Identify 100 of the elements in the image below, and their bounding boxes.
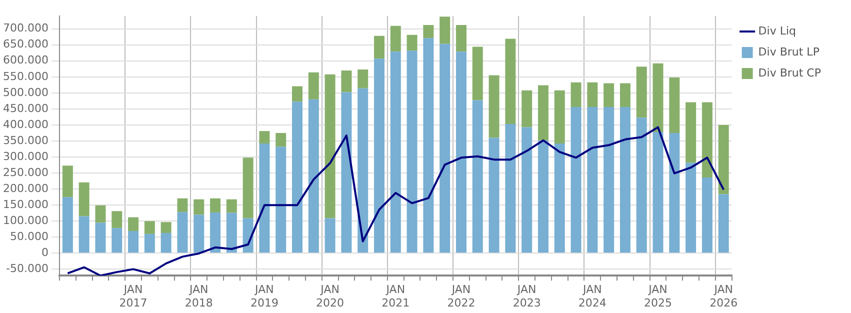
bar	[570, 107, 582, 253]
bar	[374, 36, 384, 59]
bar	[177, 198, 188, 212]
bar	[505, 124, 516, 253]
y-tick-label: 100.000	[2, 214, 48, 227]
bar	[472, 100, 483, 253]
bar	[406, 34, 418, 51]
x-tick-label: JAN 2018	[184, 283, 213, 310]
bar	[538, 140, 548, 253]
bar	[78, 182, 90, 216]
bar	[702, 178, 712, 253]
y-tick-label: 200.000	[2, 182, 48, 195]
bar	[570, 82, 582, 108]
bar	[210, 198, 221, 212]
bar	[522, 90, 532, 128]
bar	[522, 127, 532, 253]
bar	[226, 199, 237, 213]
bar	[554, 90, 565, 144]
y-tick-label: 550.000	[2, 70, 48, 83]
bar	[652, 63, 664, 132]
y-tick-label: 650.000	[2, 38, 48, 51]
y-tick-label: -50.000	[6, 262, 48, 276]
bar	[112, 228, 122, 253]
bar	[587, 107, 598, 253]
bar	[128, 231, 139, 253]
bar	[406, 50, 418, 253]
bar	[669, 78, 680, 133]
bar	[620, 107, 630, 253]
y-tick-label: 400.000	[2, 118, 48, 131]
bar	[423, 24, 434, 38]
bar	[636, 66, 647, 118]
bar	[128, 217, 139, 232]
bar	[636, 118, 647, 253]
bar	[488, 75, 500, 138]
bar	[292, 86, 303, 102]
x-tick-label: JAN 2026	[710, 283, 738, 310]
bar	[587, 82, 598, 108]
bar	[620, 83, 630, 108]
x-tick-label: JAN 2019	[250, 283, 278, 310]
x-tick-label: JAN 2023	[512, 283, 541, 310]
bar	[456, 52, 466, 253]
bar	[669, 132, 680, 253]
bar	[423, 38, 434, 253]
bar	[604, 107, 614, 253]
bar	[95, 205, 106, 223]
y-tick-label: 350.000	[2, 134, 48, 147]
bar	[456, 24, 466, 52]
bar	[604, 83, 614, 108]
bar	[308, 99, 319, 253]
bar	[226, 212, 237, 253]
bar	[472, 46, 483, 100]
bar	[144, 221, 155, 234]
bar	[259, 144, 270, 253]
x-tick-label: JAN 2020	[316, 283, 344, 310]
bar	[440, 16, 450, 44]
bar	[276, 132, 286, 147]
bar	[276, 146, 286, 253]
x-tick-label: JAN 2024	[578, 283, 606, 310]
bar	[488, 138, 500, 253]
y-tick-label: 600.000	[2, 54, 48, 67]
bar	[358, 70, 368, 88]
bar	[160, 222, 172, 233]
bar	[78, 216, 90, 253]
x-tick-label: JAN 2025	[644, 283, 672, 310]
x-tick-label: JAN 2021	[382, 283, 410, 310]
y-tick-label: 0	[41, 246, 48, 260]
bar	[702, 102, 712, 178]
bar	[718, 194, 729, 253]
bar	[374, 58, 384, 253]
bar	[718, 124, 729, 194]
bar	[95, 222, 106, 253]
bar	[324, 218, 336, 253]
bar	[390, 52, 401, 253]
bar	[112, 211, 122, 228]
y-tick-label: 250.000	[2, 166, 48, 179]
bar	[144, 234, 155, 253]
bar	[210, 212, 221, 253]
bar	[62, 197, 73, 253]
bar	[194, 199, 204, 215]
y-tick-label: 50.000	[10, 230, 48, 243]
bar	[194, 214, 204, 253]
y-tick-label: 450.000	[2, 102, 48, 115]
y-tick-label: 300.000	[2, 150, 48, 163]
bar	[505, 38, 516, 124]
bar	[652, 132, 664, 253]
y-tick-label: 500.000	[2, 86, 48, 99]
bar	[686, 162, 696, 253]
bar	[358, 88, 368, 253]
bar	[341, 92, 352, 253]
bar	[390, 26, 401, 52]
bar	[324, 74, 336, 218]
bar	[686, 102, 696, 163]
bar	[259, 131, 270, 144]
x-tick-label: JAN 2017	[119, 283, 148, 310]
bar	[341, 70, 352, 92]
bar	[440, 44, 450, 253]
x-tick-label: JAN 2022	[447, 283, 476, 310]
bar	[292, 102, 303, 253]
bar	[242, 158, 254, 218]
legend-label: Div Brut CP	[758, 66, 822, 80]
